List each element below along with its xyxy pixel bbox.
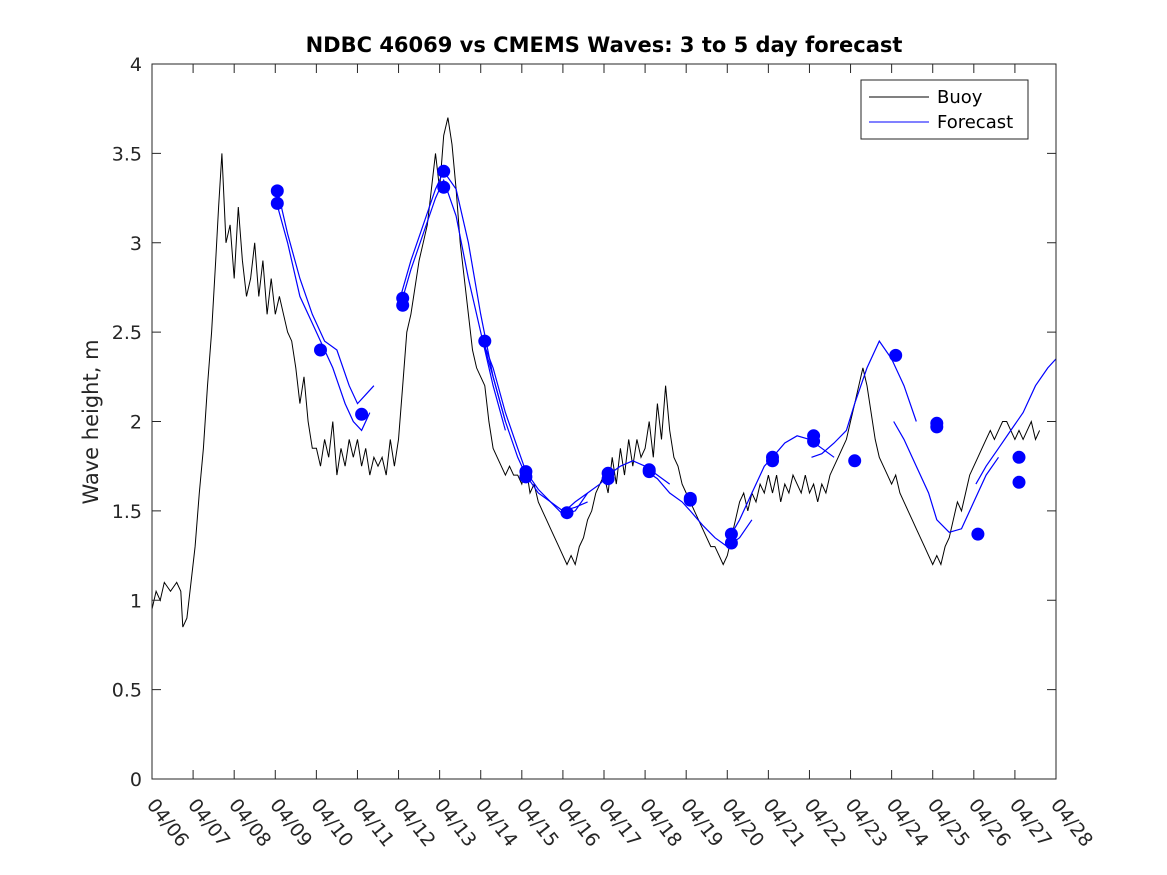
y-tick-label: 1: [130, 590, 142, 612]
forecast-marker: [437, 180, 451, 194]
forecast-marker: [601, 472, 615, 486]
forecast-marker: [807, 434, 821, 448]
forecast-marker: [724, 536, 738, 550]
plot-area: [152, 64, 1056, 779]
y-tick-label: 2.5: [112, 322, 142, 344]
forecast-series-line: [893, 421, 999, 533]
y-axis-title: Wave height, m: [79, 339, 103, 504]
forecast-marker: [314, 343, 327, 357]
forecast-marker: [766, 454, 779, 468]
forecast-marker: [1012, 450, 1026, 464]
forecast-marker: [519, 470, 533, 484]
forecast-marker: [1012, 475, 1026, 489]
y-tick-label: 2: [130, 412, 142, 434]
forecast-marker: [889, 348, 903, 362]
y-tick-label: 3.5: [112, 143, 142, 165]
y-tick-label: 0: [130, 769, 142, 791]
forecast-marker: [437, 164, 451, 178]
forecast-marker: [683, 493, 697, 507]
forecast-marker: [396, 298, 410, 312]
legend-box: [860, 79, 1029, 140]
forecast-series-line: [975, 358, 1057, 485]
forecast-marker: [355, 407, 369, 421]
legend-forecast-label: Forecast: [937, 112, 1013, 133]
forecast-series-line: [400, 178, 506, 431]
forecast-series-line: [274, 197, 371, 432]
forecast-marker: [270, 196, 284, 210]
forecast-marker: [560, 506, 574, 520]
series-layer: [151, 117, 1057, 628]
forecast-series-line: [811, 339, 917, 458]
chart-title: NDBC 46069 vs CMEMS Waves: 3 to 5 day fo…: [306, 33, 903, 57]
forecast-marker: [971, 527, 985, 541]
y-tick-label: 0.5: [112, 680, 142, 702]
buoy-series-line: [151, 117, 1041, 628]
legend-buoy-label: Buoy: [937, 87, 983, 108]
legend: Buoy Forecast: [860, 79, 1029, 140]
forecast-series-line: [276, 188, 375, 405]
forecast-marker: [270, 184, 284, 198]
forecast-marker: [848, 454, 862, 468]
forecast-marker: [930, 420, 944, 434]
y-tick-label: 3: [130, 233, 142, 255]
y-tick-label: 1.5: [112, 501, 142, 523]
forecast-marker: [642, 465, 656, 479]
y-tick-label: 4: [130, 54, 142, 76]
forecast-marker: [724, 527, 738, 541]
forecast-marker: [478, 334, 492, 348]
